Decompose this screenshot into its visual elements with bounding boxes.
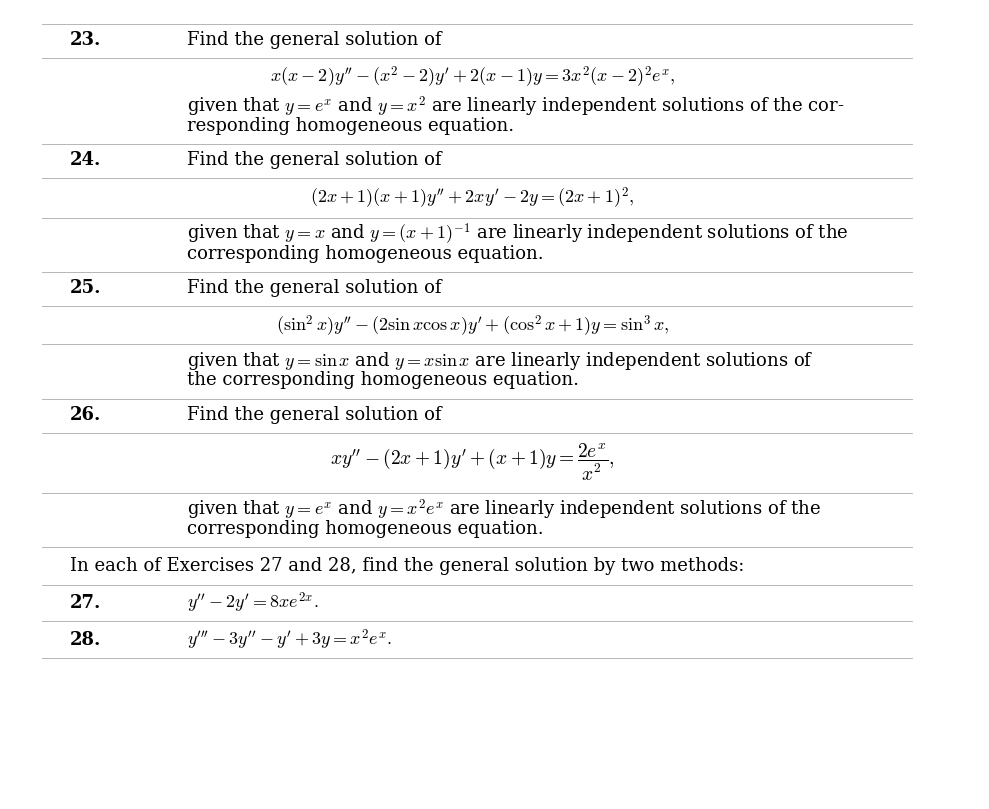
Text: In each of Exercises 27 and 28, find the general solution by two methods:: In each of Exercises 27 and 28, find the… [69,557,744,575]
Text: $x(x - 2)y'' - (x^2 - 2)y' + 2(x - 1)y = 3x^2(x - 2)^2e^x,$: $x(x - 2)y'' - (x^2 - 2)y' + 2(x - 1)y =… [270,66,674,91]
Text: the corresponding homogeneous equation.: the corresponding homogeneous equation. [187,371,579,389]
Text: $y'' - 2y' = 8xe^{2x}.$: $y'' - 2y' = 8xe^{2x}.$ [187,591,318,616]
Text: corresponding homogeneous equation.: corresponding homogeneous equation. [187,245,543,263]
Text: Find the general solution of: Find the general solution of [187,151,441,169]
Text: $xy'' - (2x + 1)y' + (x + 1)y = \dfrac{2e^x}{x^2},$: $xy'' - (2x + 1)y' + (x + 1)y = \dfrac{2… [330,442,614,483]
Text: $(2x + 1)(x + 1)y'' + 2xy' - 2y = (2x + 1)^2,$: $(2x + 1)(x + 1)y'' + 2xy' - 2y = (2x + … [311,185,634,210]
Text: 23.: 23. [69,32,101,49]
Text: given that $y = e^x$ and $y = x^2e^x$ are linearly independent solutions of the: given that $y = e^x$ and $y = x^2e^x$ ar… [187,498,821,522]
Text: given that $y = x$ and $y = (x + 1)^{-1}$ are linearly independent solutions of : given that $y = x$ and $y = (x + 1)^{-1}… [187,222,849,248]
Text: 26.: 26. [69,406,101,424]
Text: responding homogeneous equation.: responding homogeneous equation. [187,116,514,135]
Text: 27.: 27. [69,594,101,612]
Text: $(\sin^2 x)y'' - (2 \sin x \cos x)y' + (\cos^2 x + 1)y = \sin^3 x,$: $(\sin^2 x)y'' - (2 \sin x \cos x)y' + (… [276,313,669,339]
Text: corresponding homogeneous equation.: corresponding homogeneous equation. [187,519,543,538]
Text: 28.: 28. [69,631,101,649]
Text: given that $y = e^x$ and $y = x^2$ are linearly independent solutions of the cor: given that $y = e^x$ and $y = x^2$ are l… [187,95,845,119]
Text: Find the general solution of: Find the general solution of [187,32,441,49]
Text: given that $y = \sin x$ and $y = x \sin x$ are linearly independent solutions of: given that $y = \sin x$ and $y = x \sin … [187,350,813,372]
Text: Find the general solution of: Find the general solution of [187,279,441,298]
Text: Find the general solution of: Find the general solution of [187,406,441,424]
Text: $y''' - 3y'' - y' + 3y = x^2e^x.$: $y''' - 3y'' - y' + 3y = x^2e^x.$ [187,628,392,652]
Text: 24.: 24. [69,151,101,169]
Text: 25.: 25. [69,279,101,298]
